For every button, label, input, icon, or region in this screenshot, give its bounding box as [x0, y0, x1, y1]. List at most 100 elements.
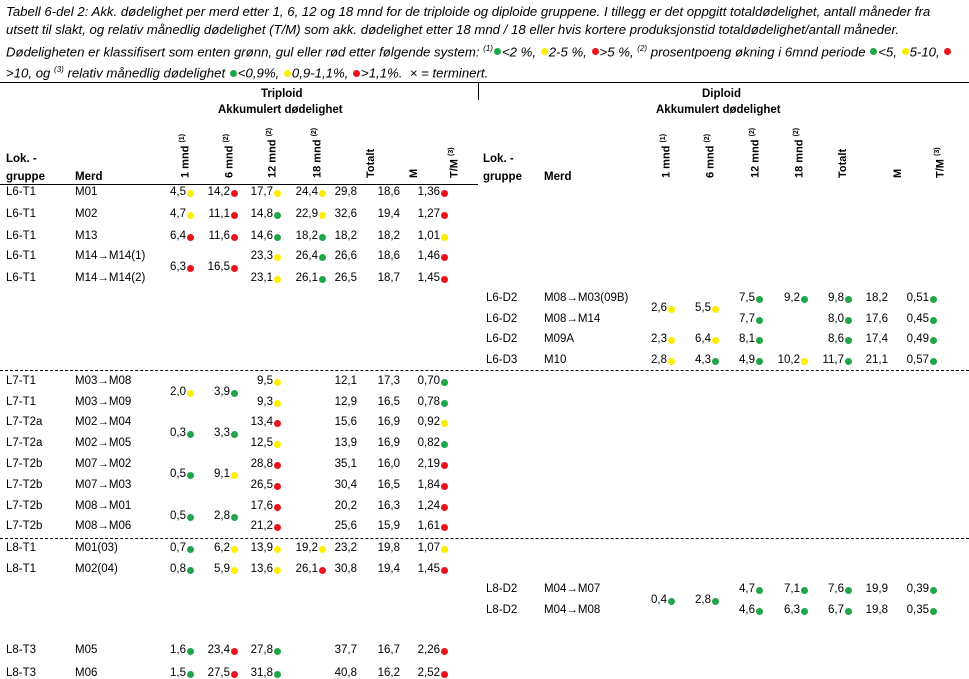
triploid-totalt-cell: 30,8 — [334, 563, 357, 575]
lok-header: Lok. - — [483, 153, 514, 165]
triploid-lok-cell: L7-T2a — [6, 416, 43, 428]
yellow-status-dot-icon — [441, 420, 448, 427]
diploid-18mnd-cell: 7,1 — [784, 583, 800, 595]
triploid-12mnd-cell: 21,2 — [250, 520, 273, 532]
triploid-6mnd-cell: 11,1 — [208, 208, 230, 220]
triploid-lok-cell: L7-T2b — [6, 458, 43, 470]
green-status-dot-icon — [845, 337, 852, 344]
table-caption: Tabell 6-del 2: Akk. dødelighet per merd… — [6, 3, 961, 83]
triploid-1mnd-cell: 0,8 — [170, 563, 186, 575]
green-status-dot-icon — [930, 296, 937, 303]
diploid-12mnd-cell: 7,7 — [739, 313, 755, 325]
diploid-merd-cell: M04→M07 — [544, 583, 601, 595]
yellow-status-dot-icon — [712, 306, 719, 313]
triploid-lok-cell: L7-T2b — [6, 520, 43, 532]
triploid-merd-cell: M07→M02 — [75, 458, 132, 470]
red-status-dot-icon — [231, 212, 238, 219]
col-18mnd-header: 18 mnd (2) — [311, 127, 324, 178]
triploid-merd-cell: M08→M01 — [75, 500, 132, 512]
triploid-totalt-cell: 12,1 — [334, 375, 357, 387]
triploid-m-cell: 18,6 — [377, 250, 400, 262]
green-status-dot-icon — [756, 296, 763, 303]
diploid-lok-cell: L8-D2 — [486, 583, 518, 595]
col-18mnd-header: 18 mnd (2) — [793, 127, 806, 178]
triploid-totalt-cell: 25,6 — [334, 520, 357, 532]
triploid-lok-cell: L8-T1 — [6, 542, 37, 554]
green-status-dot-icon — [319, 276, 326, 283]
triploid-18mnd-cell: 26,4 — [295, 250, 318, 262]
triploid-12mnd-cell: 13,4 — [250, 416, 273, 428]
diploid-totalt-cell: 11,7 — [822, 354, 844, 366]
col-6mnd-header: 6 mnd (2) — [223, 133, 236, 178]
green-status-dot-icon — [441, 379, 448, 386]
yellow-status-dot-icon — [187, 190, 194, 197]
triploid-totalt-cell: 12,9 — [334, 396, 357, 408]
green-status-dot-icon — [845, 587, 852, 594]
triploid-lok-cell: L6-T1 — [6, 186, 37, 198]
triploid-1mnd-cell: 0,7 — [170, 542, 186, 554]
diploid-tm-cell: 0,49 — [906, 333, 929, 345]
triploid-12mnd-cell: 13,9 — [250, 542, 273, 554]
diploid-6mnd-cell: 6,4 — [695, 333, 711, 345]
diploid-lok-cell: L6-D2 — [486, 333, 518, 345]
red-status-dot-icon — [441, 190, 448, 197]
red-status-dot-icon — [274, 504, 281, 511]
col-tm-header: T/M (3) — [934, 147, 947, 178]
triploid-merd-cell: M07→M03 — [75, 479, 132, 491]
diploid-1mnd-cell: 2,6 — [651, 302, 667, 314]
triploid-totalt-cell: 23,2 — [334, 542, 357, 554]
col-6mnd-header: 6 mnd (2) — [704, 133, 717, 178]
triploid-12mnd-cell: 14,8 — [250, 208, 273, 220]
diploid-1mnd-cell: 0,4 — [651, 594, 667, 606]
triploid-12mnd-cell: 28,8 — [250, 458, 273, 470]
green-status-dot-icon — [930, 358, 937, 365]
triploid-1mnd-cell: 6,4 — [170, 230, 186, 242]
diploid-totalt-cell: 9,8 — [828, 292, 844, 304]
green-status-dot-icon — [845, 317, 852, 324]
diploid-m-cell: 21,1 — [865, 354, 888, 366]
triploid-tm-cell: 0,70 — [417, 375, 440, 387]
triploid-akk-header: Akkumulert dødelighet — [218, 104, 343, 116]
triploid-tm-cell: 1,36 — [417, 186, 440, 198]
merd-header: Merd — [544, 171, 572, 183]
triploid-merd-cell: M05 — [75, 644, 98, 656]
triploid-merd-cell: M14→M14(2) — [75, 272, 146, 284]
green-status-dot-icon — [319, 254, 326, 261]
yellow-status-dot-icon — [231, 546, 238, 553]
triploid-tm-cell: 1,61 — [417, 520, 440, 532]
red-status-dot-icon — [441, 567, 448, 574]
diploid-12mnd-cell: 4,9 — [739, 354, 755, 366]
red-status-dot-icon — [441, 462, 448, 469]
green-status-dot-icon — [930, 587, 937, 594]
col-1mnd-header: 1 mnd (1) — [179, 133, 192, 178]
triploid-lok-cell: L6-T1 — [6, 250, 37, 262]
triploid-tm-cell: 1,45 — [417, 563, 440, 575]
green-status-dot-icon — [187, 514, 194, 521]
diploid-1mnd-cell: 2,3 — [651, 333, 667, 345]
triploid-lok-cell: L7-T2b — [6, 500, 43, 512]
yellow-status-dot-icon — [441, 234, 448, 241]
triploid-lok-cell: L8-T3 — [6, 644, 37, 656]
yellow-status-dot-icon — [319, 546, 326, 553]
green-status-dot-icon — [930, 608, 937, 615]
triploid-1mnd-cell: 0,5 — [170, 510, 186, 522]
triploid-tm-cell: 1,07 — [417, 542, 440, 554]
yellow-status-dot-icon — [187, 212, 194, 219]
red-dot-icon — [353, 69, 361, 77]
triploid-12mnd-cell: 23,1 — [250, 272, 273, 284]
green-dot-icon — [229, 69, 237, 77]
diploid-totalt-cell: 6,7 — [828, 604, 844, 616]
green-status-dot-icon — [712, 358, 719, 365]
red-status-dot-icon — [187, 234, 194, 241]
green-status-dot-icon — [845, 296, 852, 303]
triploid-tm-cell: 2,52 — [417, 667, 440, 679]
triploid-12mnd-cell: 14,6 — [250, 230, 273, 242]
triploid-m-cell: 18,6 — [377, 186, 400, 198]
triploid-6mnd-cell: 6,2 — [214, 542, 230, 554]
triploid-m-cell: 15,9 — [377, 520, 400, 532]
triploid-1mnd-cell: 6,3 — [170, 261, 186, 273]
diploid-tm-cell: 0,45 — [906, 313, 929, 325]
green-status-dot-icon — [756, 608, 763, 615]
diploid-6mnd-cell: 4,3 — [695, 354, 711, 366]
yellow-dot-icon — [540, 47, 548, 55]
